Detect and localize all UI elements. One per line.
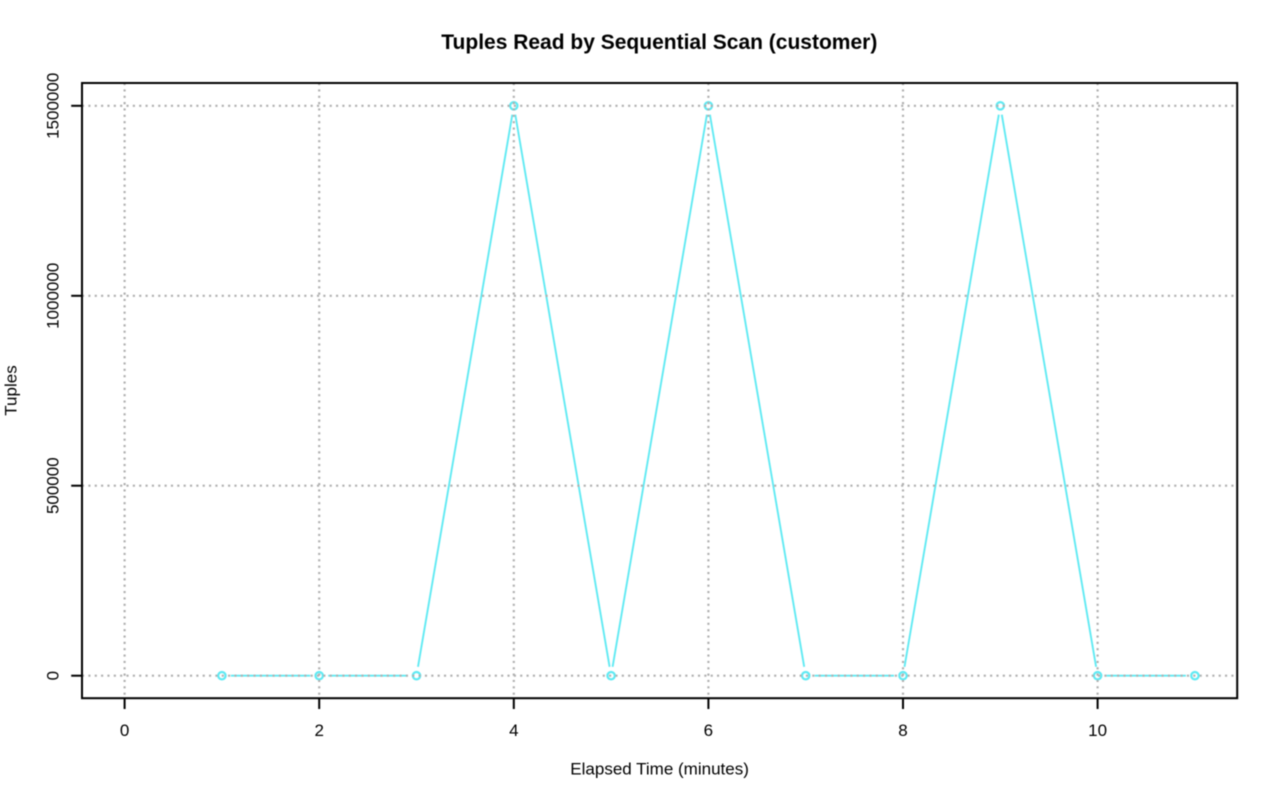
svg-text:Tuples: Tuples [1, 365, 20, 415]
svg-text:1000000: 1000000 [44, 263, 63, 329]
svg-text:8: 8 [898, 721, 907, 740]
svg-text:500000: 500000 [44, 457, 63, 514]
svg-text:10: 10 [1088, 721, 1107, 740]
svg-text:0: 0 [44, 671, 63, 680]
svg-text:1500000: 1500000 [44, 73, 63, 139]
svg-text:2: 2 [314, 721, 323, 740]
svg-text:0: 0 [120, 721, 129, 740]
svg-text:4: 4 [509, 721, 518, 740]
svg-text:Tuples Read by Sequential Scan: Tuples Read by Sequential Scan (customer… [441, 31, 877, 54]
svg-text:Elapsed Time (minutes): Elapsed Time (minutes) [570, 759, 749, 778]
svg-text:6: 6 [704, 721, 713, 740]
